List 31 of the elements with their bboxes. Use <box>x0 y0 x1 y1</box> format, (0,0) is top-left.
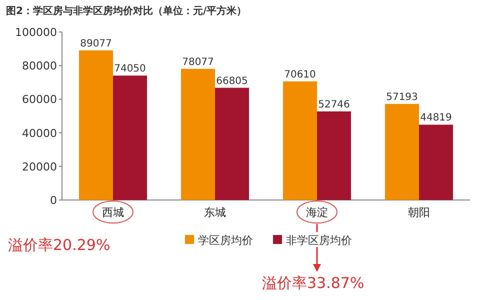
data-label: 74050 <box>114 64 146 75</box>
data-label: 44819 <box>420 112 452 124</box>
y-tick-label: 20000 <box>22 160 57 174</box>
data-label: 66805 <box>216 76 248 87</box>
x-tick-label: 西城 <box>102 206 124 219</box>
data-label: 70610 <box>284 69 316 80</box>
bar <box>215 88 249 200</box>
data-label: 78077 <box>182 56 214 68</box>
legend-label: 非学区房均价 <box>286 234 352 247</box>
x-tick-label: 海淀 <box>306 206 328 219</box>
y-tick-label: 100000 <box>15 26 57 39</box>
text: 溢价率33.87% <box>262 274 364 292</box>
legend-label: 学区房均价 <box>198 234 253 247</box>
bar <box>317 111 351 200</box>
x-tick-label: 朝阳 <box>408 206 430 219</box>
x-tick-label: 东城 <box>204 206 226 219</box>
y-tick-label: 0 <box>50 194 57 207</box>
y-tick-label: 60000 <box>22 93 57 106</box>
chart-title: 图2：学区房与非学区房均价对比（单位：元/平方米） <box>6 5 247 17</box>
text: 溢价率20.29% <box>8 236 110 254</box>
y-tick-label: 80000 <box>22 60 57 73</box>
bar <box>419 124 453 200</box>
data-label: 89077 <box>80 38 112 50</box>
bar <box>385 104 419 200</box>
bar <box>283 81 317 200</box>
bar <box>79 50 113 200</box>
data-label: 57193 <box>386 92 418 103</box>
bar <box>113 76 147 200</box>
data-label: 52746 <box>318 99 350 110</box>
bar <box>181 68 215 200</box>
y-tick-label: 40000 <box>22 126 57 140</box>
